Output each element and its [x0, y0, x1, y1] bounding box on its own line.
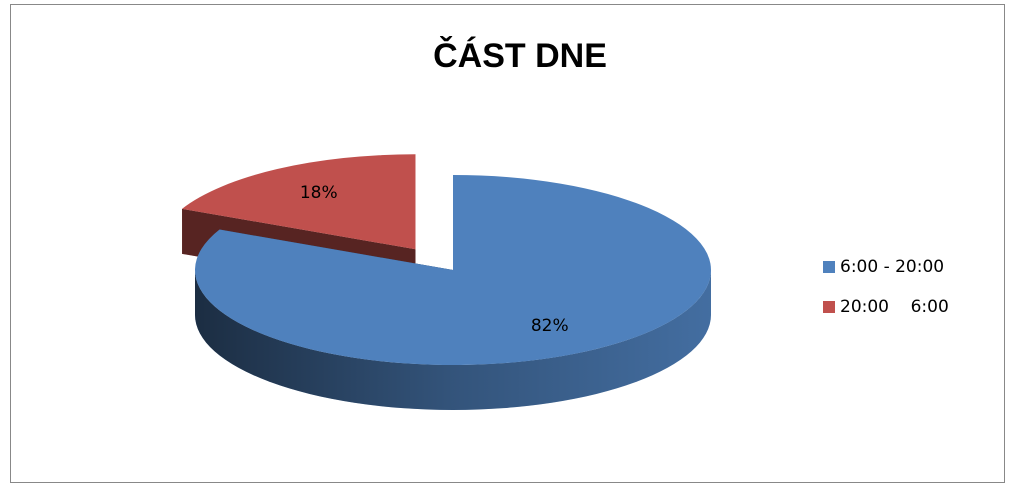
data-label: 18%	[300, 183, 338, 203]
legend-swatch	[823, 261, 835, 273]
chart-title: ČÁST DNE	[433, 36, 607, 75]
legend-swatch	[823, 301, 835, 313]
legend-label: 20:00 6:00	[840, 297, 949, 317]
data-label: 82%	[531, 316, 569, 336]
slice	[182, 154, 416, 250]
legend-label: 6:00 - 20:00	[840, 257, 944, 277]
slice	[194, 175, 711, 366]
slice-shade	[195, 270, 711, 410]
